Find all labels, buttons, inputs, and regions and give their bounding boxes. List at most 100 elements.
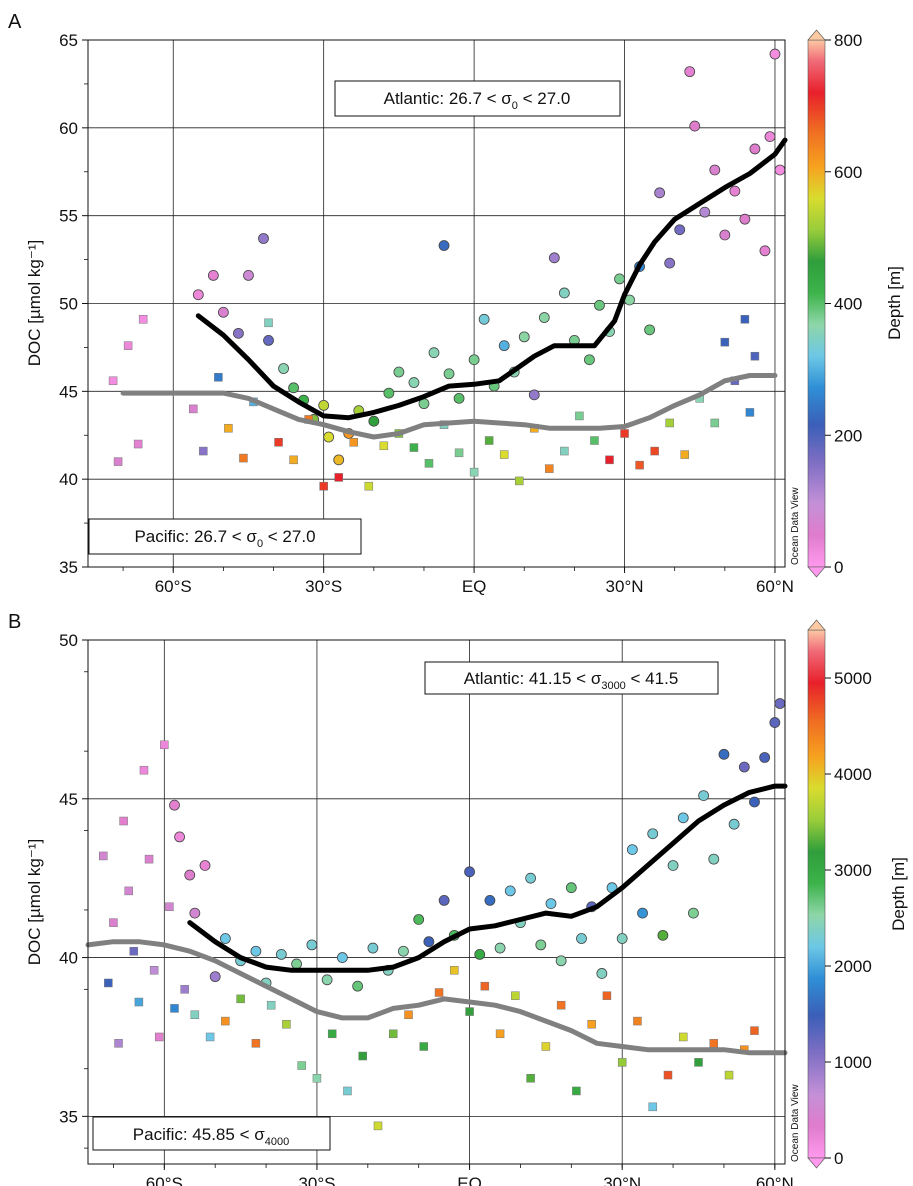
colorbar-ticks: 0 200 400 600 800 <box>825 31 862 577</box>
pacific-point <box>221 1016 230 1026</box>
atlantic-point <box>729 185 741 197</box>
atlantic-point <box>192 289 204 301</box>
annotation-subscript: 4000 <box>265 1136 289 1148</box>
atlantic-point <box>478 313 490 325</box>
atlantic-point <box>217 306 229 318</box>
atlantic-point <box>408 377 420 388</box>
atlantic-point <box>674 224 686 236</box>
gridlines <box>88 640 785 1164</box>
atlantic-point <box>718 748 730 760</box>
colorbar-gradient <box>807 629 826 1159</box>
atlantic-point <box>699 206 711 218</box>
atlantic-point <box>321 974 333 986</box>
atlantic-point <box>393 366 405 378</box>
atlantic-point <box>291 958 302 970</box>
atlantic-point <box>677 812 689 824</box>
annotation-pacific: Pacific: 26.7 < σ0 < 27.0 <box>88 518 362 555</box>
annotation-subscript: 0 <box>512 100 518 112</box>
atlantic-point <box>774 698 786 709</box>
pacific-point <box>139 765 149 775</box>
atlantic-point <box>667 860 679 871</box>
pacific-point <box>214 373 223 382</box>
atlantic-point <box>584 354 595 366</box>
gridlines <box>88 40 785 567</box>
pacific-point <box>239 453 248 463</box>
pacific-point <box>720 337 730 347</box>
y-tick-label: 45 <box>59 790 78 809</box>
pacific-point <box>635 460 644 470</box>
atlantic-point <box>464 866 475 878</box>
annotation-text: Atlantic: 41.15 < σ <box>464 669 602 688</box>
pacific-point <box>180 985 189 994</box>
pacific-point <box>590 436 599 445</box>
atlantic-point <box>258 233 269 244</box>
pacific-point <box>633 1016 642 1026</box>
atlantic-point <box>684 66 696 78</box>
pacific-point <box>469 467 479 477</box>
pacific-point <box>663 1070 673 1080</box>
atlantic-point <box>739 213 751 225</box>
pacific-point <box>364 481 374 491</box>
atlantic-point <box>174 831 185 843</box>
trend-lines <box>85 783 788 1056</box>
y-tick-label: 40 <box>59 949 78 968</box>
annotation-subscript: 3000 <box>601 680 625 692</box>
atlantic-point <box>689 120 701 132</box>
atlantic-point <box>443 368 455 380</box>
pacific-point <box>404 1010 413 1019</box>
atlantic-point <box>698 790 709 802</box>
pacific-point <box>289 455 298 465</box>
annotation-box <box>88 518 362 555</box>
colorbar-tick-label: 3000 <box>834 861 872 880</box>
atlantic-point <box>749 143 761 155</box>
pacific-point <box>170 1004 179 1013</box>
pacific-point <box>349 438 359 447</box>
pacific-point <box>199 446 208 456</box>
pacific-point <box>282 1020 291 1029</box>
pacific-point <box>264 318 273 328</box>
pacific-point <box>514 476 524 486</box>
atlantic-point <box>288 382 299 394</box>
y-tick-label: 50 <box>59 295 78 314</box>
annotation-text: Pacific: 26.7 < σ <box>134 527 257 546</box>
pacific-point <box>575 411 584 421</box>
atlantic-point <box>189 907 201 919</box>
atlantic-point <box>428 347 440 359</box>
pacific-point <box>129 946 139 956</box>
atlantic-point <box>413 914 425 925</box>
pacific-point <box>750 351 760 361</box>
pacific-point <box>124 886 133 896</box>
atlantic-point <box>518 331 530 343</box>
pacific-point <box>409 443 419 452</box>
y-tick-label: 35 <box>59 1107 78 1126</box>
pacific-point <box>511 991 520 1000</box>
pacific-point <box>740 315 750 324</box>
atlantic-point <box>637 907 648 919</box>
atlantic-trend-line <box>187 783 788 973</box>
atlantic-point <box>709 164 721 176</box>
atlantic-point <box>243 269 254 281</box>
y-axis-label: DOC [µmol kg⁻¹] <box>25 240 44 366</box>
colorbar: 0 1000 2000 3000 4000 5000 Depth [m] <box>807 619 908 1169</box>
pacific-point <box>99 851 108 861</box>
pacific-point <box>680 450 689 459</box>
x-tick-label: 60°S <box>146 1174 183 1186</box>
colorbar-top-cap <box>807 619 826 631</box>
atlantic-point <box>616 933 628 944</box>
pacific-point <box>358 1051 367 1061</box>
pacific-point <box>648 1102 657 1112</box>
atlantic-point <box>383 387 395 399</box>
atlantic-point <box>333 454 345 466</box>
annotation-text: Atlantic: 26.7 < σ <box>384 89 513 108</box>
pacific-point <box>266 1000 276 1010</box>
x-tick-label: 60°S <box>155 577 192 596</box>
pacific-point <box>108 376 118 386</box>
annotation-pacific: Pacific: 45.85 < σ4000 <box>92 1116 331 1151</box>
atlantic-point <box>474 949 486 960</box>
atlantic-point <box>494 942 506 954</box>
pacific-trend-line <box>120 373 778 440</box>
data-points <box>108 48 786 491</box>
axis-ticks: 60°S 30°S EQ 30°N 60°N 35 40 45 50 <box>59 631 794 1186</box>
colorbar-tick-label: 4000 <box>834 765 872 784</box>
pacific-point <box>343 1086 352 1096</box>
